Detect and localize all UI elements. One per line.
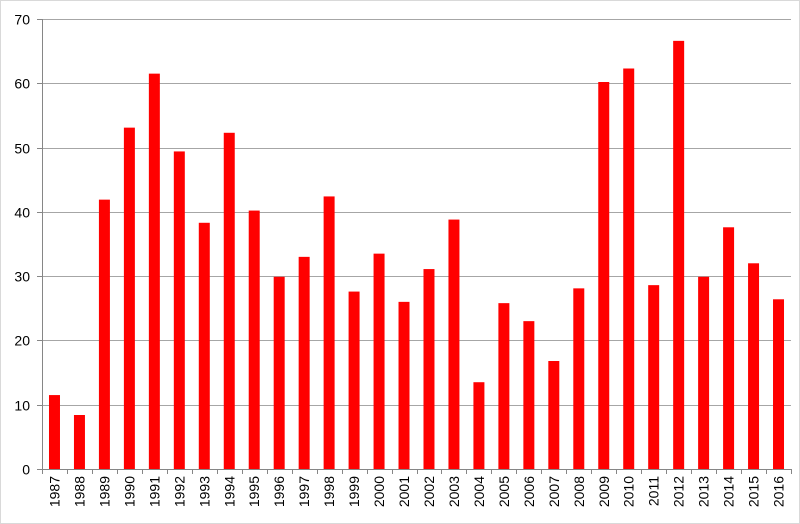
bar-1994 — [223, 132, 235, 470]
bar-2002 — [423, 269, 435, 469]
bar-2014 — [723, 227, 735, 469]
x-tick-label: 1997 — [296, 476, 312, 507]
bar-1989 — [98, 199, 110, 469]
bar-2009 — [598, 82, 610, 469]
bar-2006 — [523, 321, 535, 469]
x-tick-label: 2012 — [671, 476, 687, 507]
x-tick-label: 1989 — [96, 476, 112, 507]
bar-1999 — [348, 291, 360, 469]
x-tick-label: 1988 — [71, 476, 87, 507]
x-tick-label: 2013 — [696, 476, 712, 507]
x-tick-label: 2000 — [371, 476, 387, 507]
bar-1998 — [323, 196, 335, 469]
x-tick-label: 1991 — [146, 476, 162, 507]
x-tick-label: 2007 — [546, 476, 562, 507]
gridlines — [42, 19, 791, 406]
y-tick-label: 10 — [14, 398, 30, 414]
x-tick-label: 2003 — [446, 476, 462, 507]
x-tick-label: 1987 — [46, 476, 62, 507]
bar-2015 — [748, 263, 760, 469]
x-tick-label: 2002 — [421, 476, 437, 507]
y-tick-label: 0 — [22, 462, 30, 478]
x-tick-label: 1999 — [346, 476, 362, 507]
bar-2003 — [448, 219, 460, 469]
bar-2007 — [548, 361, 560, 469]
bar-2004 — [473, 382, 485, 469]
x-tick-label: 1998 — [321, 476, 337, 507]
bar-1993 — [198, 222, 210, 469]
bar-2016 — [773, 299, 785, 469]
bar-2005 — [498, 303, 510, 469]
y-tick-label: 40 — [14, 205, 30, 221]
y-tick-label: 70 — [14, 12, 30, 28]
y-tick-labels: 0 10 20 30 40 50 60 70 — [14, 12, 30, 478]
x-tick-label: 2011 — [646, 476, 662, 506]
y-tick-label: 50 — [14, 141, 30, 157]
x-tick-label: 2005 — [496, 476, 512, 507]
x-tick-label: 2001 — [396, 476, 412, 507]
x-tick-label: 2004 — [471, 476, 487, 507]
bar-2011 — [648, 285, 660, 469]
bar-2008 — [573, 288, 585, 469]
bar-2000 — [373, 253, 385, 469]
axes — [37, 19, 792, 474]
bar-2001 — [398, 301, 410, 469]
x-tick-label: 1994 — [221, 476, 237, 507]
bar-1990 — [123, 127, 135, 469]
bar-1995 — [248, 210, 260, 469]
bar-1991 — [148, 73, 160, 469]
bar-1996 — [273, 276, 285, 469]
bar-1988 — [73, 415, 85, 469]
bar-1992 — [173, 151, 185, 469]
bar-1987 — [48, 395, 60, 469]
bar-2012 — [673, 40, 685, 470]
x-tick-label: 2014 — [721, 476, 737, 507]
bar-2013 — [698, 276, 710, 469]
x-tick-label: 2006 — [521, 476, 537, 507]
x-tick-label: 1992 — [171, 476, 187, 507]
x-tick-label: 2008 — [571, 476, 587, 507]
y-tick-label: 20 — [14, 333, 30, 349]
bar-2010 — [623, 68, 635, 469]
x-tick-label: 2016 — [771, 476, 787, 507]
x-tick-label: 1996 — [271, 476, 287, 507]
x-tick-labels: 1987 1988 1989 1990 1991 1992 1993 1994 1995 1996… — [46, 476, 786, 507]
x-tick-label: 1993 — [196, 476, 212, 507]
x-tick-label: 1990 — [121, 476, 137, 507]
x-tick-label: 2010 — [621, 476, 637, 507]
bar-1997 — [298, 256, 310, 469]
x-tick-label: 1995 — [246, 476, 262, 507]
bars — [48, 40, 785, 470]
x-tick-label: 2009 — [596, 476, 612, 507]
x-tick-label: 2015 — [746, 476, 762, 507]
y-tick-label: 60 — [14, 76, 30, 92]
y-tick-label: 30 — [14, 269, 30, 285]
